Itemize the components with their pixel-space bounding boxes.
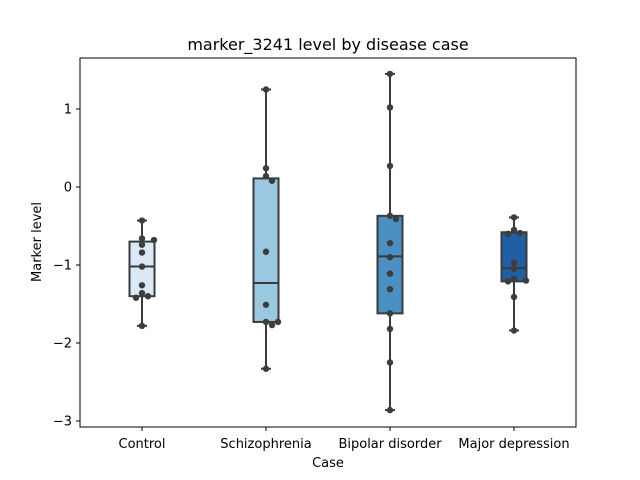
data-point xyxy=(138,289,146,297)
data-point xyxy=(510,226,518,234)
x-tick-label: Control xyxy=(119,437,166,452)
data-point xyxy=(262,172,270,180)
data-point xyxy=(262,301,270,308)
data-point xyxy=(386,254,394,261)
data-point xyxy=(386,239,394,247)
data-point xyxy=(262,86,270,93)
x-axis-title: Case xyxy=(312,456,344,471)
data-point xyxy=(386,285,394,293)
y-axis-title: Marker level xyxy=(30,202,45,282)
x-axis-ticks: Control Schizophrenia Bipolar disorder Majo… xyxy=(119,427,570,452)
data-point xyxy=(138,263,146,270)
iqr-box xyxy=(376,214,404,315)
y-tick-label: 1 xyxy=(64,103,72,118)
data-point xyxy=(510,259,518,266)
data-point xyxy=(510,275,518,283)
data-point xyxy=(138,282,146,289)
box-group xyxy=(376,72,404,412)
data-point xyxy=(510,293,518,301)
data-point xyxy=(138,217,146,224)
boxes-layer xyxy=(128,72,528,412)
x-tick-label: Major depression xyxy=(458,437,569,452)
data-point xyxy=(504,230,512,237)
data-point xyxy=(144,293,152,300)
data-point xyxy=(262,318,270,326)
y-tick-label: −3 xyxy=(53,415,72,430)
data-point xyxy=(510,327,518,334)
data-point xyxy=(386,359,394,366)
data-point xyxy=(268,321,276,329)
data-point xyxy=(386,162,394,170)
chart-title: marker_3241 level by disease case xyxy=(187,35,468,55)
y-axis-ticks: 1 0 −1 −2 −3 xyxy=(53,103,80,430)
plot-area-frame xyxy=(79,57,577,428)
data-point xyxy=(138,241,146,248)
x-tick-label: Schizophrenia xyxy=(220,437,311,452)
data-point xyxy=(138,322,146,330)
data-point xyxy=(386,212,394,220)
data-point xyxy=(386,325,394,333)
box-group xyxy=(252,88,280,370)
data-point xyxy=(516,229,524,237)
data-point xyxy=(138,235,146,242)
data-point xyxy=(510,214,518,221)
x-tick-label: Bipolar disorder xyxy=(338,437,442,452)
data-point xyxy=(510,265,518,273)
data-point xyxy=(138,249,146,256)
y-tick-label: −1 xyxy=(53,259,72,274)
iqr-box xyxy=(500,231,528,283)
data-point xyxy=(386,104,394,111)
data-point xyxy=(504,278,512,285)
data-point xyxy=(262,365,270,372)
data-point xyxy=(274,318,282,326)
data-point xyxy=(386,406,394,414)
data-point xyxy=(132,294,140,301)
data-point xyxy=(150,236,158,244)
y-tick-label: 0 xyxy=(64,181,72,196)
data-point xyxy=(386,310,394,317)
data-point xyxy=(392,215,400,223)
data-point xyxy=(262,248,270,255)
data-point xyxy=(522,277,530,284)
data-point xyxy=(386,270,394,277)
data-point xyxy=(386,70,394,78)
data-point xyxy=(268,177,276,184)
data-point xyxy=(262,165,270,172)
points-layer xyxy=(132,70,530,414)
y-tick-label: −2 xyxy=(53,337,72,352)
